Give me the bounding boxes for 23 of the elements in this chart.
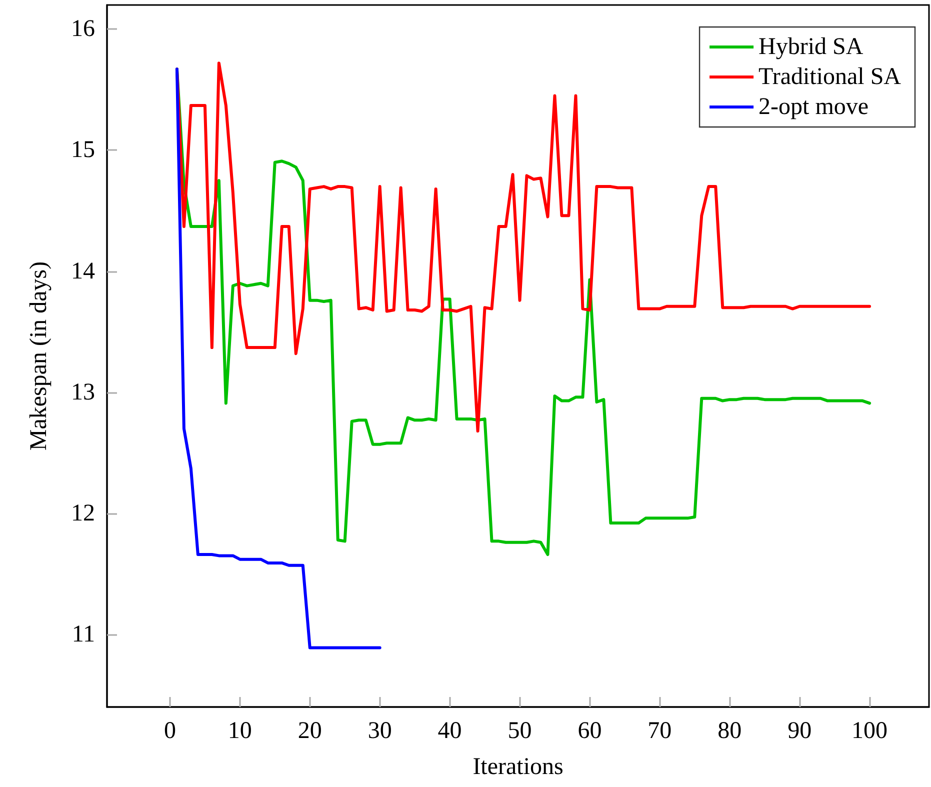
legend-label: 2-opt move — [758, 94, 869, 120]
x-tick-label: 90 — [788, 718, 812, 744]
y-axis-title: Makespan (in days) — [26, 261, 52, 451]
x-tick-label: 80 — [718, 718, 742, 744]
y-tick-label: 15 — [71, 137, 95, 164]
y-tick-label: 14 — [71, 258, 95, 284]
x-tick-label: 50 — [508, 718, 532, 744]
x-tick-label: 60 — [578, 718, 602, 744]
x-tick-label: 10 — [228, 718, 252, 744]
x-tick-label: 70 — [648, 718, 672, 744]
x-tick-label: 100 — [852, 718, 888, 744]
line-series — [175, 68, 382, 650]
legend-label: Traditional SA — [758, 64, 902, 90]
y-tick-label: 11 — [72, 621, 95, 648]
x-tick-label: 20 — [298, 718, 322, 744]
y-tick-label: 13 — [71, 379, 95, 406]
legend-label: Hybrid SA — [758, 34, 864, 60]
x-tick-label: 40 — [438, 718, 462, 744]
x-tick-label: 0 — [164, 718, 176, 744]
x-tick-label: 30 — [368, 718, 392, 744]
y-tick-label: 12 — [71, 500, 95, 526]
x-axis-title: Iterations — [472, 754, 564, 780]
y-tick-label: 16 — [71, 16, 95, 42]
